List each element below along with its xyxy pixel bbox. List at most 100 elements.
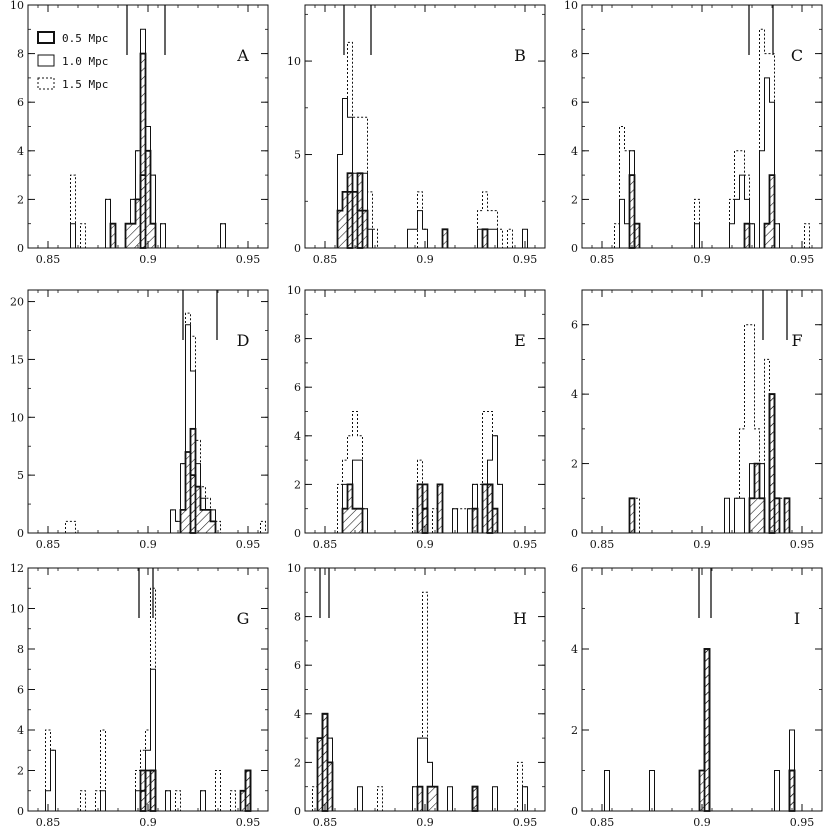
bar-0-5-mpc-fill bbox=[769, 175, 775, 248]
y-tick-label: 8 bbox=[17, 643, 24, 656]
y-tick-label: 4 bbox=[571, 145, 578, 158]
bar-0-5-mpc-fill bbox=[347, 484, 353, 533]
bar-0-5-mpc-fill bbox=[130, 223, 136, 248]
y-tick-label: 2 bbox=[571, 193, 578, 206]
y-tick-label: 0 bbox=[571, 805, 578, 818]
y-tick-label: 5 bbox=[294, 149, 301, 162]
panel-h: 0.85 0.9 0.95 0 2 4 6 8 10 H bbox=[287, 562, 546, 829]
bar-0-5-mpc-fill bbox=[472, 508, 478, 533]
y-tick-label: 0 bbox=[571, 242, 578, 255]
y-tick-label: 10 bbox=[10, 603, 24, 616]
x-tick-label: 0.9 bbox=[139, 816, 157, 829]
y-tick-label: 0 bbox=[571, 527, 578, 540]
y-tick-label: 4 bbox=[571, 643, 578, 656]
panel-b: 0.85 0.9 0.95 0 5 10 B bbox=[287, 4, 546, 266]
panel-letter: I bbox=[794, 609, 800, 628]
x-tick-label: 0.95 bbox=[236, 538, 261, 551]
y-tick-label: 2 bbox=[294, 756, 301, 769]
y-tick-label: 0 bbox=[294, 242, 301, 255]
series-1-5-mpc bbox=[337, 411, 503, 533]
bar-0-5-mpc-fill bbox=[774, 498, 780, 533]
legend-label-0-5-mpc: 0.5 Mpc bbox=[62, 32, 108, 45]
bar-0-5-mpc-hatch bbox=[487, 484, 493, 533]
bar-0-5-mpc-fill bbox=[342, 191, 348, 248]
x-tick-label: 0.85 bbox=[313, 538, 338, 551]
series-0-5-mpc bbox=[698, 648, 796, 811]
y-tick-label: 10 bbox=[10, 0, 24, 12]
y-tick-label: 0 bbox=[294, 805, 301, 818]
bar-0-5-mpc-fill bbox=[150, 223, 156, 248]
panel-frame bbox=[581, 4, 823, 249]
x-tick-label: 0.95 bbox=[513, 253, 538, 266]
series-1-5-mpc bbox=[45, 587, 251, 811]
y-tick-label: 6 bbox=[571, 562, 578, 575]
series-0-5-mpc bbox=[139, 769, 252, 811]
bar-0-5-mpc-fill bbox=[764, 223, 770, 248]
y-tick-label: 4 bbox=[17, 724, 24, 737]
panel-a: 0.85 0.9 0.95 0 2 4 6 8 10 A bbox=[10, 0, 269, 266]
x-tick-label: 0.95 bbox=[236, 253, 261, 266]
bar-0-5-mpc-outline bbox=[139, 769, 147, 812]
x-tick-label: 0.95 bbox=[513, 538, 538, 551]
series-0-5-mpc bbox=[633, 174, 776, 248]
bar-0-5-mpc-outline bbox=[486, 483, 494, 534]
series-1-0-mpc bbox=[45, 668, 251, 811]
bar-0-5-mpc-fill bbox=[200, 509, 206, 533]
bar-0-5-mpc-fill bbox=[492, 508, 498, 533]
x-tick-label: 0.85 bbox=[313, 253, 338, 266]
bar-0-5-mpc-fill bbox=[417, 484, 423, 533]
panel-d: 0.85 0.9 0.95 0 5 10 15 20 D bbox=[10, 289, 269, 551]
bar-0-5-mpc-fill bbox=[110, 223, 116, 248]
bar-0-5-mpc-fill bbox=[145, 150, 151, 248]
series-1-0-mpc bbox=[629, 393, 790, 533]
y-tick-label: 6 bbox=[294, 381, 301, 394]
bar-0-5-mpc-hatch bbox=[190, 428, 196, 533]
bar-0-5-mpc-hatch bbox=[769, 394, 775, 533]
y-tick-label: 0 bbox=[17, 805, 24, 818]
bar-0-5-mpc-outline bbox=[189, 427, 197, 534]
x-tick-label: 0.9 bbox=[139, 538, 157, 551]
bar-0-5-mpc-outline bbox=[471, 785, 479, 812]
bar-0-5-mpc-fill bbox=[362, 210, 368, 248]
bar-0-5-mpc-outline bbox=[703, 648, 711, 812]
y-tick-label: 2 bbox=[571, 724, 578, 737]
bar-0-5-mpc-outline bbox=[356, 172, 364, 249]
y-tick-label: 6 bbox=[571, 96, 578, 109]
bar-0-5-mpc-hatch bbox=[704, 649, 710, 811]
x-tick-label: 0.9 bbox=[693, 816, 711, 829]
legend-swatch-1-5-mpc bbox=[37, 77, 55, 90]
y-tick-label: 8 bbox=[294, 611, 301, 624]
y-tick-label: 15 bbox=[10, 353, 24, 366]
y-tick-label: 0 bbox=[294, 527, 301, 540]
y-tick-label: 2 bbox=[571, 458, 578, 471]
y-tick-label: 10 bbox=[287, 284, 301, 297]
bar-0-5-mpc-fill bbox=[317, 738, 323, 811]
bar-0-5-mpc-hatch bbox=[140, 53, 146, 248]
bar-0-5-mpc-outline bbox=[149, 769, 157, 812]
bar-0-5-mpc-hatch bbox=[245, 770, 251, 811]
bar-0-5-mpc-fill bbox=[327, 762, 333, 811]
x-tick-label: 0.9 bbox=[416, 253, 434, 266]
bar-0-5-mpc-outline bbox=[788, 769, 796, 812]
bar-0-5-mpc-outline bbox=[421, 483, 429, 534]
bar-0-5-mpc-fill bbox=[482, 229, 488, 248]
bar-0-5-mpc-fill bbox=[437, 484, 443, 533]
y-tick-label: 10 bbox=[10, 411, 24, 424]
panel-letter: H bbox=[513, 609, 527, 628]
series-1-5-mpc bbox=[634, 324, 790, 533]
x-tick-label: 0.95 bbox=[790, 538, 815, 551]
panel-letter: A bbox=[236, 46, 249, 65]
x-tick-label: 0.95 bbox=[513, 816, 538, 829]
x-tick-label: 0.85 bbox=[36, 538, 61, 551]
panel-letter: F bbox=[791, 331, 802, 350]
panel-i: 0.85 0.9 0.95 0 2 4 6 I bbox=[571, 562, 823, 829]
bar-0-5-mpc-hatch bbox=[322, 713, 328, 811]
y-tick-label: 5 bbox=[17, 469, 24, 482]
x-tick-label: 0.85 bbox=[590, 253, 615, 266]
x-tick-label: 0.85 bbox=[590, 538, 615, 551]
y-tick-label: 10 bbox=[287, 562, 301, 575]
bar-0-5-mpc-outline bbox=[346, 172, 354, 249]
panel-letter: G bbox=[237, 609, 250, 628]
bar-0-5-mpc-fill bbox=[337, 210, 343, 248]
bar-0-5-mpc-hatch bbox=[789, 770, 795, 811]
